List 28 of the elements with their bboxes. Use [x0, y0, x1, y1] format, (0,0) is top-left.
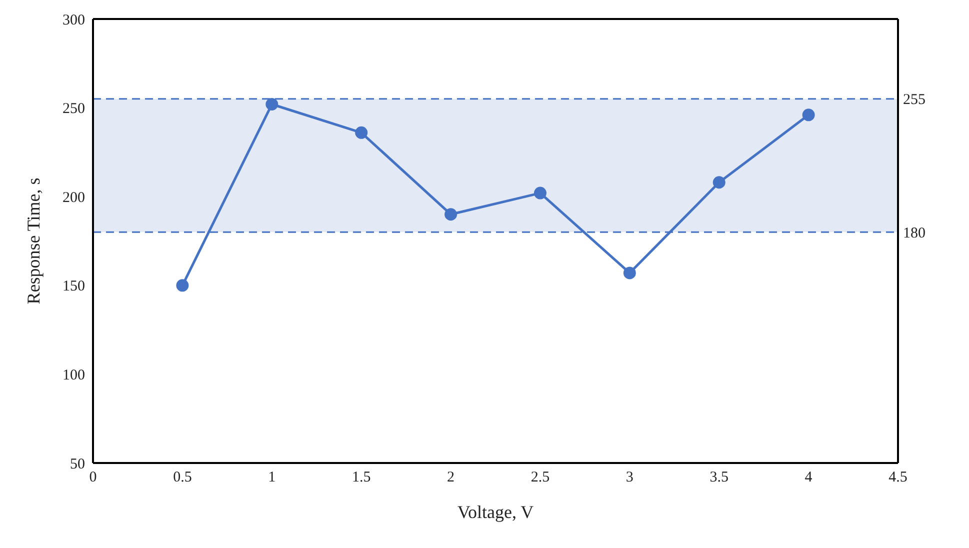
y-tick-label: 100: [62, 368, 85, 384]
point: [266, 98, 278, 110]
x-tick-label: 1: [268, 470, 276, 486]
y-tick-label: 150: [62, 278, 85, 295]
x-tick-label: 3: [626, 470, 634, 486]
y-tick-label: 250: [62, 101, 85, 118]
x-tick-label: 4: [804, 470, 813, 486]
point: [534, 186, 546, 200]
point: [176, 279, 189, 292]
x-tick-label: 0.5: [173, 470, 192, 486]
point: [712, 176, 726, 189]
point: [802, 108, 815, 122]
point: [444, 208, 458, 221]
point: [355, 126, 368, 139]
point: [623, 266, 636, 280]
ref-line-label: 255: [903, 92, 926, 108]
y-tick-label: 300: [62, 12, 85, 28]
y-tick-label: 200: [62, 190, 85, 206]
ref-line-label: 180: [903, 225, 926, 242]
x-tick-label: 0: [89, 470, 97, 486]
x-tick-label: 4.5: [888, 470, 908, 486]
y-tick-label: 50: [70, 456, 85, 472]
x-tick-label: 2: [447, 470, 455, 486]
x-axis-title: Voltage, V: [457, 502, 534, 522]
y-axis-title: Response Time, s: [23, 178, 44, 304]
x-tick-label: 2.5: [530, 470, 550, 486]
x-tick-label: 1.5: [352, 470, 371, 486]
x-tick-label: 3.5: [710, 470, 728, 486]
